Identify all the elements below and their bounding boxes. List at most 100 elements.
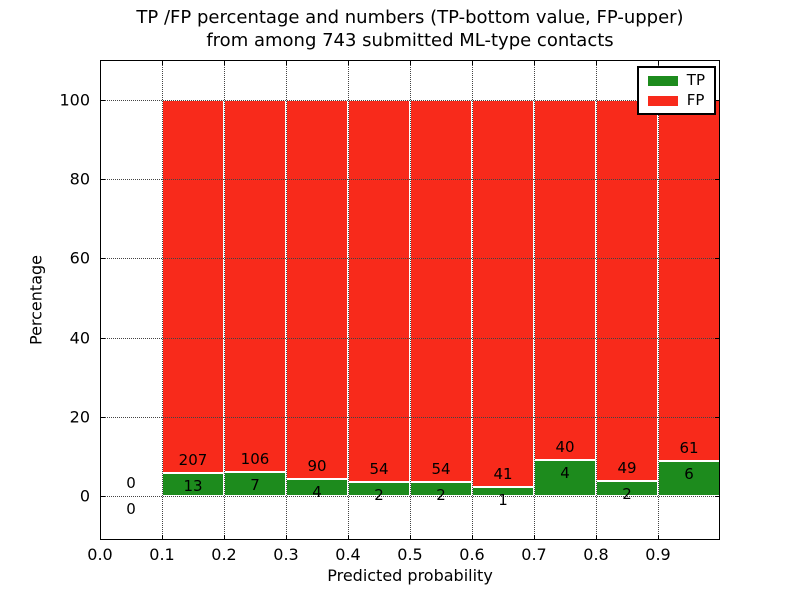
plot-area: TP FP 0 0 207 13 106 7 90 4 54 2 54 2 41 1 40 4 49 2 61 6: [100, 60, 720, 540]
x-tick-label: 0.7: [521, 545, 547, 564]
x-tick-mark: [472, 60, 473, 65]
x-gridline: [162, 60, 163, 540]
bar-segment-fp: [658, 99, 720, 461]
tp-count-label: 6: [684, 464, 694, 483]
x-gridline: [410, 60, 411, 540]
y-tick-mark: [715, 496, 720, 498]
x-tick-mark: [410, 60, 411, 65]
fp-count-label: 90: [307, 457, 327, 476]
y-tick-label: 100: [59, 90, 90, 110]
x-gridline: [472, 60, 473, 540]
x-tick-label: 0.9: [645, 545, 671, 564]
fp-count-label: 0: [126, 474, 136, 493]
legend-entry-tp: TP: [647, 71, 705, 89]
tp-count-label: 1: [498, 490, 508, 509]
y-axis-label: Percentage: [26, 254, 46, 346]
x-tick-label: 0.4: [335, 545, 361, 564]
x-tick-mark: [658, 535, 659, 540]
y-tick-label: 20: [69, 407, 90, 427]
bar-segment-fp: [348, 99, 410, 483]
x-tick-mark: [100, 60, 101, 65]
fp-count-label: 41: [493, 464, 513, 483]
x-tick-mark: [162, 60, 163, 65]
x-tick-mark: [596, 535, 597, 540]
chart-title-line1: TP /FP percentage and numbers (TP-bottom…: [136, 7, 684, 28]
bar-segment-fp: [286, 99, 348, 480]
tp-count-label: 2: [374, 486, 384, 505]
fp-count-label: 49: [617, 458, 637, 477]
legend-swatch-fp-icon: [647, 95, 678, 106]
tp-count-label: 2: [622, 484, 632, 503]
x-tick-label: 0.3: [273, 545, 299, 564]
x-tick-mark: [286, 535, 287, 540]
x-tick-mark: [658, 60, 659, 65]
x-tick-mark: [162, 535, 163, 540]
x-tick-mark: [224, 535, 225, 540]
y-tick-mark: [100, 417, 105, 419]
y-tick-mark: [100, 337, 105, 339]
y-tick-label: 0: [79, 486, 90, 506]
chart-title-line2: from among 743 submitted ML-type contact…: [206, 30, 614, 51]
fp-count-label: 61: [679, 438, 699, 457]
x-tick-mark: [348, 60, 349, 65]
x-gridline: [658, 60, 659, 540]
y-tick-label: 60: [69, 248, 90, 268]
x-tick-label: 0.5: [397, 545, 423, 564]
x-gridline: [534, 60, 535, 540]
fp-count-label: 54: [369, 460, 389, 479]
chart-title: TP /FP percentage and numbers (TP-bottom…: [100, 6, 720, 52]
bar-segment-fp: [472, 99, 534, 487]
fp-count-label: 106: [240, 449, 270, 468]
x-gridline: [348, 60, 349, 540]
x-tick-mark: [100, 535, 101, 540]
x-axis-label: Predicted probability: [327, 566, 493, 585]
x-tick-mark: [410, 535, 411, 540]
bar-segment-tp: [658, 460, 720, 497]
x-tick-mark: [596, 60, 597, 65]
bar-segment-fp: [410, 99, 472, 483]
bar-segment-tp: [224, 471, 286, 497]
x-tick-mark: [224, 60, 225, 65]
y-tick-mark: [715, 99, 720, 101]
x-tick-label: 0.0: [87, 545, 113, 564]
x-tick-mark: [534, 60, 535, 65]
fp-count-label: 54: [431, 460, 451, 479]
x-gridline: [286, 60, 287, 540]
y-tick-mark: [715, 417, 720, 419]
x-tick-mark: [534, 535, 535, 540]
tp-count-label: 7: [250, 475, 260, 494]
y-tick-mark: [715, 179, 720, 180]
y-tick-label: 40: [69, 328, 90, 348]
x-tick-mark: [348, 535, 349, 540]
bar-segment-fp: [224, 99, 286, 472]
bar-segment-fp: [162, 99, 224, 473]
x-gridline: [596, 60, 597, 540]
y-tick-mark: [100, 258, 105, 260]
y-tick-mark: [100, 496, 105, 498]
legend-entry-fp: FP: [647, 91, 705, 109]
y-tick-mark: [100, 179, 105, 180]
x-tick-label: 0.2: [211, 545, 237, 564]
y-tick-label: 80: [69, 169, 90, 189]
legend: TP FP: [636, 66, 716, 115]
fp-count-label: 40: [555, 438, 575, 457]
x-tick-label: 0.6: [459, 545, 485, 564]
tp-count-label: 4: [312, 483, 322, 502]
x-gridline: [224, 60, 225, 540]
tp-count-label: 4: [560, 464, 570, 483]
legend-label-fp: FP: [686, 91, 705, 109]
bar-segment-fp: [534, 99, 596, 461]
tp-count-label: 0: [126, 500, 136, 519]
fp-count-label: 207: [178, 450, 208, 469]
tp-count-label: 2: [436, 486, 446, 505]
y-tick-mark: [715, 258, 720, 260]
x-tick-label: 0.8: [583, 545, 609, 564]
tp-count-label: 13: [183, 476, 203, 495]
legend-label-tp: TP: [686, 71, 705, 89]
y-tick-mark: [715, 337, 720, 339]
bar-segment-fp: [596, 99, 658, 481]
x-tick-mark: [472, 535, 473, 540]
y-tick-mark: [100, 99, 105, 101]
x-tick-label: 0.1: [149, 545, 175, 564]
